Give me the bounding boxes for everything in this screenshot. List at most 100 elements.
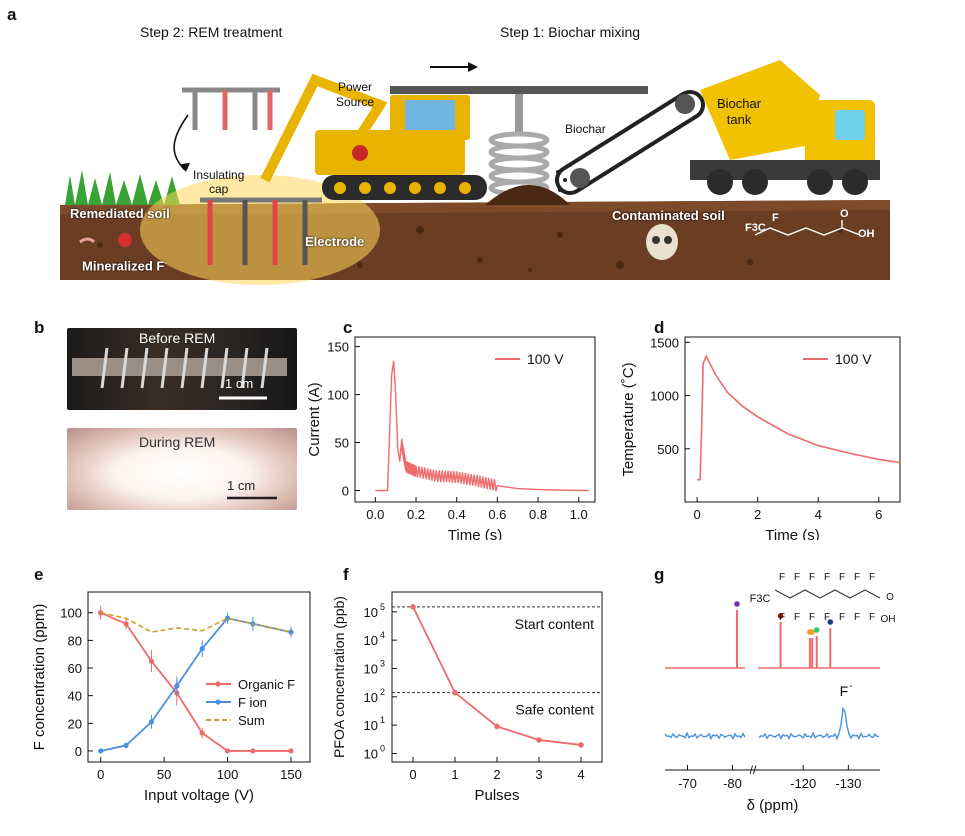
chart-c-ytick-label: 0: [342, 483, 349, 498]
chart-e-ytick-label: 40: [68, 689, 82, 704]
photo-during-rem: During REM 1 cm: [67, 428, 297, 510]
skull-icon: [646, 224, 678, 260]
panel-label-b: b: [34, 318, 45, 337]
chart-c-ytick-label: 150: [327, 340, 349, 355]
chart-c-xtick-label: 1.0: [570, 507, 588, 522]
chart-d-xtick-label: 2: [754, 507, 761, 522]
chart-d-ytick-label: 500: [657, 442, 679, 457]
chart-g-blue-baseline-right: [758, 706, 880, 741]
chart-e-legend-label: Organic F: [238, 677, 295, 692]
chart-g-molecule-o: O: [886, 592, 894, 603]
chart-g-molecule-f-top: F: [824, 572, 830, 583]
chart-e-point: [98, 610, 104, 616]
step1-label: Step 1: Biochar mixing: [500, 24, 641, 40]
contaminated-soil-label: Contaminated soil: [612, 208, 725, 223]
truck-chassis: [690, 160, 880, 180]
panel-label-e: e: [34, 565, 44, 584]
step2-label: Step 2: REM treatment: [140, 24, 283, 40]
chart-f-ylabel: PFOA concentration (ppb): [331, 596, 347, 758]
chart-e-series-2-line: [100, 611, 292, 633]
chart-c-xtick-label: 0.0: [366, 507, 384, 522]
chart-g-molecule-f-bottom: F: [779, 612, 785, 623]
chart-g-xtick-label: -130: [835, 776, 861, 791]
chart-f-xtick-label: 3: [535, 767, 542, 782]
chart-e-xlabel: Input voltage (V): [144, 787, 254, 804]
chart-c-ytick-label: 50: [335, 436, 349, 451]
chart-g-molecule-f-top: F: [794, 572, 800, 583]
chart-f-ytick-exponent: 2: [380, 687, 385, 697]
chart-g-xlabel: δ (ppm): [747, 797, 799, 814]
rotation-arrow: [173, 114, 189, 171]
chart-e-xtick-label: 150: [280, 767, 302, 782]
chart-g-xtick-label: -120: [790, 776, 816, 791]
chart-f-point: [578, 742, 584, 748]
chart-c-xtick-label: 0.4: [448, 507, 466, 522]
mineralized-f-text: Mineralized F: [82, 258, 165, 274]
chart-e-ytick-label: 60: [68, 661, 82, 676]
scale-bar-1-label: 1 cm: [225, 376, 254, 391]
chart-f-ytick-label: 10: [364, 690, 378, 705]
chart-d-xtick-label: 0: [693, 507, 700, 522]
auger-spiral: [488, 131, 550, 197]
biochar-tank-drum: [700, 60, 820, 160]
chart-d-ytick-label: 1500: [650, 335, 679, 350]
chart-f-ytick-label: 10: [364, 661, 378, 676]
chart-g-molecule-cf3: F3C: [750, 593, 771, 605]
biochar-tank-line1: Biochar: [717, 96, 762, 111]
power-source-line2: Source: [336, 95, 375, 109]
chart-d-ylabel: Temperature (˚C): [620, 362, 637, 476]
chart-d-xtick-label: 6: [875, 507, 882, 522]
chart-e-point: [288, 748, 294, 754]
chart-e: 0 50 100 150 0 20 40 60 80 100 Input voltage (V) F …: [31, 591, 311, 804]
chart-d-xtick-label: 4: [815, 507, 822, 522]
chart-d: 0 2 4 6 500 1000 1500 Time (s) Temperature (˚C) 1…: [620, 335, 901, 540]
chart-d-series-line: [697, 354, 901, 481]
chart-f-ytick-label: 10: [364, 605, 378, 620]
panel-label-c: c: [343, 318, 353, 337]
dirt-mound: [485, 185, 570, 205]
chart-f-point: [536, 737, 542, 743]
chart-e-point: [250, 748, 256, 754]
photo-before-rem: Before REM 1 cm: [67, 328, 297, 410]
chart-e-xtick-label: 0: [97, 767, 104, 782]
chart-e-point: [199, 730, 205, 736]
panel-label-d: d: [654, 318, 665, 337]
chart-g-molecule-f-top: F: [809, 572, 815, 583]
chart-g-molecule-f-bottom: F: [794, 612, 800, 623]
before-rem-label: Before REM: [139, 330, 216, 346]
chart-e-ytick-label: 100: [60, 606, 82, 621]
power-source-line1: Power: [338, 80, 373, 94]
soil-speckles: [97, 226, 843, 272]
chart-f-ytick-exponent: 1: [380, 715, 385, 725]
chart-g-fion-label: F: [840, 683, 849, 699]
chart-f-ytick-exponent: 3: [380, 658, 385, 668]
chart-e-point: [123, 742, 129, 749]
truck-wheels: [707, 169, 868, 195]
chart-g-peak-marker: [734, 601, 740, 607]
biochar-label: Biochar: [565, 122, 606, 136]
during-rem-label: During REM: [139, 434, 216, 450]
chart-g-molecule-f-bottom: F: [854, 612, 860, 623]
electrode-inserted: [200, 197, 322, 265]
chart-c-series-line: [375, 360, 589, 492]
chart-c-xlabel: Time (s): [448, 527, 502, 540]
chart-g-xtick-label: -70: [678, 776, 697, 791]
chart-f-point: [410, 604, 416, 610]
chart-c-ytick-label: 100: [327, 388, 349, 403]
chart-e-legend-label: F ion: [238, 695, 267, 710]
chart-g-xtick-label: -80: [723, 776, 742, 791]
chart-e-point: [224, 748, 231, 754]
power-source-label: Power Source: [336, 80, 374, 110]
chart-e-xtick-label: 100: [217, 767, 239, 782]
chart-f-xtick-label: 0: [409, 767, 416, 782]
biochar-particles: [556, 163, 572, 192]
pfoa-o: O: [840, 208, 849, 220]
chart-g-molecule-f-top: F: [779, 572, 785, 583]
chart-g-molecule-chain: [774, 589, 881, 599]
excavator-tracks: [322, 175, 487, 200]
chart-g-axis-break: //: [750, 763, 757, 777]
chart-f-ytick-label: 10: [364, 746, 378, 761]
panel-a-svg: [60, 60, 890, 285]
panel-a-illustration: [60, 30, 890, 285]
